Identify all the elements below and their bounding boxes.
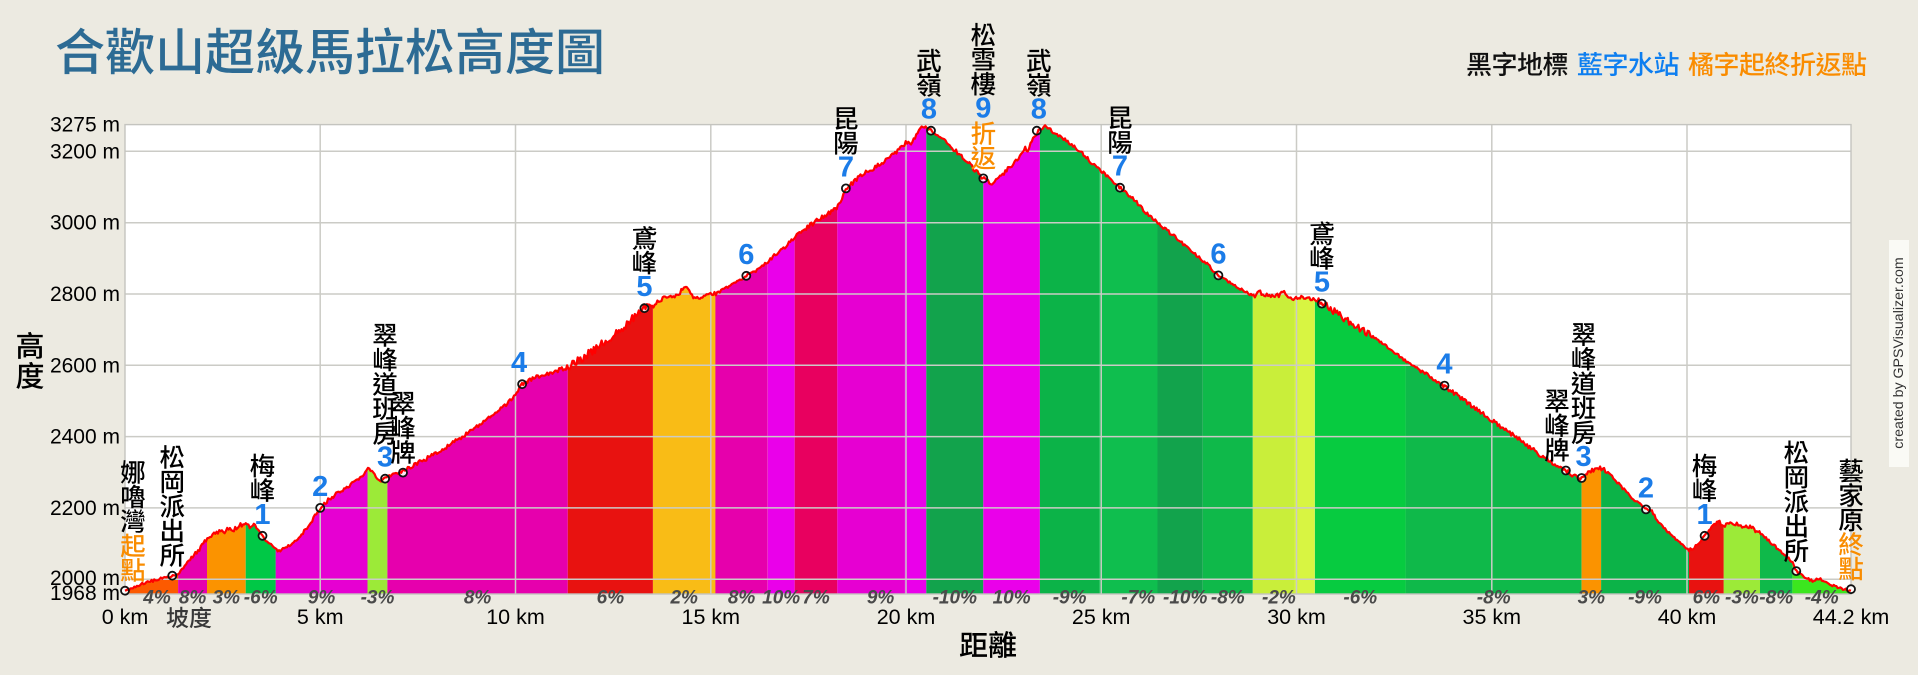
svg-text:3%: 3% [1578,588,1606,609]
svg-text:6%: 6% [597,588,625,609]
svg-text:2000 m: 2000 m [50,567,120,590]
svg-text:8%: 8% [179,588,207,609]
svg-text:9%: 9% [308,588,336,609]
svg-text:7: 7 [838,151,854,183]
svg-text:-6%: -6% [244,588,278,609]
svg-text:-3%: -3% [361,588,395,609]
svg-text:8%: 8% [728,588,756,609]
svg-text:6%: 6% [1693,588,1721,609]
svg-text:-10%: -10% [1163,588,1207,609]
svg-text:-4%: -4% [1805,588,1839,609]
svg-text:30 km: 30 km [1267,605,1326,629]
svg-text:10%: 10% [993,588,1031,609]
svg-text:5: 5 [1314,267,1330,299]
svg-text:2800 m: 2800 m [50,283,120,306]
svg-text:8%: 8% [464,588,492,609]
svg-text:-8%: -8% [1477,588,1511,609]
svg-text:9%: 9% [867,588,895,609]
svg-text:6: 6 [1210,238,1226,270]
svg-text:2%: 2% [669,588,698,609]
svg-text:-8%: -8% [1211,588,1245,609]
svg-text:3: 3 [1576,441,1592,473]
svg-text:10 km: 10 km [486,605,545,629]
svg-text:6: 6 [738,239,754,271]
svg-text:44.2 km: 44.2 km [1813,605,1889,629]
svg-text:0 km: 0 km [102,605,149,629]
svg-text:9: 9 [975,92,991,124]
svg-text:10%: 10% [762,588,800,609]
svg-text:20 km: 20 km [877,605,936,629]
svg-text:-3%: -3% [1725,588,1759,609]
svg-text:created by GPSVisualizer.com: created by GPSVisualizer.com [1891,257,1907,448]
svg-text:7: 7 [1112,151,1128,183]
svg-text:8: 8 [1031,94,1047,126]
svg-text:-8%: -8% [1759,588,1793,609]
svg-text:3200 m: 3200 m [50,140,120,163]
svg-text:-9%: -9% [1053,588,1087,609]
svg-text:-2%: -2% [1262,588,1296,609]
svg-text:40 km: 40 km [1658,605,1717,629]
svg-text:3000 m: 3000 m [50,212,120,235]
svg-text:2: 2 [312,471,328,503]
svg-text:1: 1 [254,499,270,531]
svg-text:25 km: 25 km [1072,605,1131,629]
svg-text:7%: 7% [802,588,830,609]
svg-text:35 km: 35 km [1463,605,1522,629]
svg-text:15 km: 15 km [682,605,741,629]
svg-text:-6%: -6% [1343,588,1377,609]
svg-text:2600 m: 2600 m [50,354,120,377]
svg-text:4: 4 [1436,349,1452,381]
svg-text:8: 8 [921,94,937,126]
svg-text:1968 m: 1968 m [50,582,120,605]
svg-text:-9%: -9% [1628,588,1662,609]
svg-text:4%: 4% [142,588,171,609]
svg-text:-7%: -7% [1121,588,1155,609]
svg-text:5: 5 [636,271,652,303]
svg-text:2200 m: 2200 m [50,497,120,520]
svg-text:1: 1 [1697,499,1713,531]
svg-text:3275 m: 3275 m [50,114,120,137]
svg-text:3%: 3% [213,588,241,609]
svg-text:5 km: 5 km [297,605,344,629]
svg-text:2: 2 [1638,472,1654,504]
svg-text:3: 3 [377,442,393,474]
svg-text:2400 m: 2400 m [50,426,120,449]
svg-text:4: 4 [511,347,527,379]
svg-text:-10%: -10% [933,588,977,609]
